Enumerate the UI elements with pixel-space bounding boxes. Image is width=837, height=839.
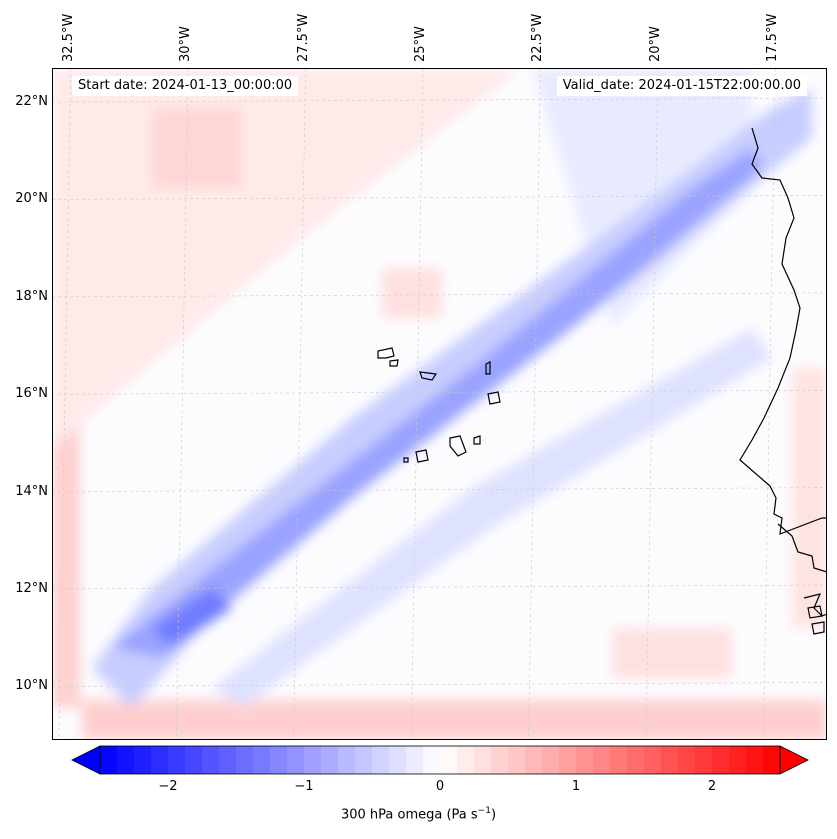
colorbar-segment	[678, 746, 696, 774]
colorbar-segment	[287, 746, 305, 774]
latitude-tick-label: 10°N	[15, 678, 48, 694]
cape-verde-brava	[403, 457, 409, 463]
colorbar-segment	[491, 746, 509, 774]
omega-field	[52, 68, 827, 740]
omega-negative-core-band	[112, 148, 762, 658]
meridian-gridline	[645, 68, 659, 740]
colorbar-segment	[304, 746, 322, 774]
longitude-tick-label: 30°W	[178, 26, 194, 62]
meridian-gridline	[293, 68, 306, 740]
longitude-tick-label: 22.5°W	[530, 13, 546, 62]
colorbar-segment	[644, 746, 662, 774]
colorbar-segment	[525, 746, 543, 774]
coastlines	[377, 127, 827, 635]
omega-negative-north	[532, 68, 752, 328]
cape-verde-fogo	[415, 449, 429, 463]
colorbar-extend-min	[71, 745, 101, 775]
colorbar-segment	[219, 746, 237, 774]
colorbar-tick-label: 2	[707, 779, 717, 794]
colorbar-frame	[99, 745, 781, 775]
colorbar-extend-max	[779, 745, 809, 775]
colorbar-segment	[610, 746, 628, 774]
graticule	[52, 68, 827, 740]
colorbar-segment	[406, 746, 424, 774]
colorbar-segment	[661, 746, 679, 774]
omega-positive-patch-1	[152, 108, 242, 188]
colorbar-tick-label: −1	[294, 779, 314, 794]
longitude-tick-label: 32.5°W	[60, 13, 76, 62]
colorbar-segment	[389, 746, 407, 774]
colorbar-segment	[100, 746, 118, 774]
colorbar-segment	[236, 746, 254, 774]
cape-verde-sao-vicente	[389, 359, 399, 367]
colorbar-segment	[593, 746, 611, 774]
colorbar-segment	[763, 746, 781, 774]
meridian-gridline	[175, 68, 189, 740]
colorbar-segment	[117, 746, 135, 774]
colorbar-segment	[746, 746, 764, 774]
colorbar	[71, 745, 809, 775]
cape-verde-sao-nicolau	[419, 371, 438, 381]
colorbar-segment	[321, 746, 339, 774]
africa-coast	[739, 127, 827, 617]
latitude-tick-label: 14°N	[15, 483, 48, 499]
map-panel	[52, 68, 827, 740]
colorbar-segment	[423, 746, 441, 774]
omega-positive-east-edge	[792, 368, 827, 628]
valid-date-label: Valid_date: 2024-01-15T22:00:00.00	[556, 76, 807, 96]
colorbar-segment	[559, 746, 577, 774]
colorbar-segment	[729, 746, 747, 774]
cape-verde-santo-antao	[377, 347, 395, 359]
cape-verde-maio	[473, 435, 481, 445]
colorbar-tick-label: 1	[571, 779, 581, 794]
colorbar-segment	[695, 746, 713, 774]
start-date-label: Start date: 2024-01-13_00:00:00	[72, 76, 299, 96]
colorbar-segment	[372, 746, 390, 774]
bijagos-islands	[807, 605, 825, 635]
omega-negative-maximum	[152, 588, 232, 648]
longitude-tick-label: 27.5°W	[295, 13, 311, 62]
colorbar-segment	[627, 746, 645, 774]
omega-positive-patch-2	[382, 268, 442, 318]
longitude-tick-label: 25°W	[413, 26, 429, 62]
colorbar-segment	[712, 746, 730, 774]
colorbar-segment	[202, 746, 220, 774]
colorbar-label: 300 hPa omega (Pa s−1)	[340, 806, 497, 823]
colorbar-tick-label: 0	[435, 779, 445, 794]
colorbar-segment	[168, 746, 186, 774]
colorbar-segment	[457, 746, 475, 774]
meridian-gridline	[58, 68, 72, 740]
latitude-tick-label: 22°N	[15, 94, 48, 110]
colorbar-segment	[355, 746, 373, 774]
latitude-tick-label: 20°N	[15, 191, 48, 207]
colorbar-segment	[474, 746, 492, 774]
colorbar-segment	[134, 746, 152, 774]
longitude-tick-label: 17.5°W	[765, 13, 781, 62]
colorbar-tick-label: −2	[158, 779, 178, 794]
colorbar-segment	[508, 746, 526, 774]
omega-positive-patch-3	[612, 628, 732, 678]
latitude-tick-label: 12°N	[15, 581, 48, 597]
colorbar-segment	[270, 746, 288, 774]
colorbar-segment	[576, 746, 594, 774]
cape-verde-boa-vista	[487, 391, 501, 405]
latitude-tick-label: 18°N	[15, 288, 48, 304]
colorbar-segment	[542, 746, 560, 774]
meridian-gridline	[528, 68, 541, 740]
colorbar-segment	[440, 746, 458, 774]
cape-verde-santiago	[449, 435, 467, 457]
meridian-gridline	[763, 68, 776, 740]
colorbar-segment	[151, 746, 169, 774]
omega-positive-south-edge	[82, 700, 827, 740]
latitude-tick-label: 16°N	[15, 386, 48, 402]
cape-verde-sal	[485, 361, 491, 375]
map-frame	[52, 68, 827, 740]
colorbar-segment	[338, 746, 356, 774]
colorbar-segment	[185, 746, 203, 774]
longitude-tick-label: 20°W	[647, 26, 663, 62]
colorbar-segment	[253, 746, 271, 774]
omega-negative-south-band	[212, 328, 772, 708]
meridian-gridline	[410, 68, 424, 740]
